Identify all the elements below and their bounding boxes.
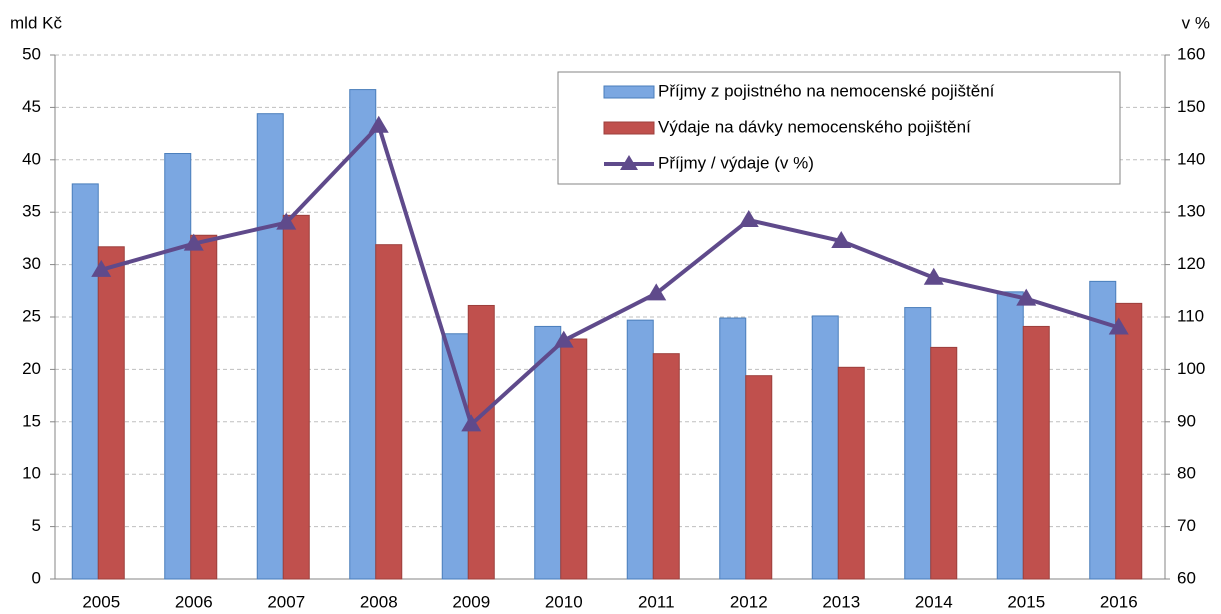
y2-tick-label: 60 <box>1177 568 1196 587</box>
marker <box>738 210 759 228</box>
legend-swatch <box>603 85 655 99</box>
bar <box>282 214 310 580</box>
marker <box>461 414 482 432</box>
bar <box>164 153 192 580</box>
y-tick-label: 35 <box>22 202 41 221</box>
y2-axis-label: v % <box>1182 13 1210 32</box>
marker <box>1108 317 1129 335</box>
bar <box>256 113 284 580</box>
y-tick-label: 25 <box>22 306 41 325</box>
legend-marker <box>620 155 638 170</box>
marker <box>368 115 389 133</box>
x-tick-label: 2015 <box>1007 592 1045 611</box>
marker <box>276 212 297 230</box>
y-tick-label: 10 <box>22 464 41 483</box>
bar <box>930 346 958 580</box>
y-tick-label: 5 <box>32 516 41 535</box>
y2-tick-label: 80 <box>1177 464 1196 483</box>
bar <box>71 183 99 580</box>
bar <box>375 244 403 580</box>
bar <box>811 315 839 580</box>
marker <box>553 330 574 348</box>
bar <box>719 317 747 580</box>
x-tick-label: 2013 <box>822 592 860 611</box>
y-tick-label: 30 <box>22 254 41 273</box>
y2-tick-label: 120 <box>1177 254 1205 273</box>
y2-tick-label: 70 <box>1177 516 1196 535</box>
legend-swatch <box>603 121 655 135</box>
bar <box>97 246 125 580</box>
bar <box>1022 325 1050 580</box>
x-tick-label: 2012 <box>730 592 768 611</box>
y2-tick-label: 140 <box>1177 149 1205 168</box>
bar <box>837 366 865 580</box>
y-tick-label: 15 <box>22 411 41 430</box>
x-tick-label: 2014 <box>915 592 953 611</box>
y-axis-label: mld Kč <box>10 13 62 32</box>
y2-tick-label: 160 <box>1177 44 1205 63</box>
bar <box>190 234 218 580</box>
x-tick-label: 2016 <box>1100 592 1138 611</box>
marker <box>91 259 112 277</box>
y-tick-label: 50 <box>22 44 41 63</box>
marker <box>183 233 204 251</box>
x-tick-label: 2005 <box>82 592 120 611</box>
legend-label: Příjmy / výdaje (v %) <box>658 153 814 172</box>
x-tick-label: 2011 <box>638 592 675 611</box>
bar <box>904 307 932 580</box>
y2-tick-label: 110 <box>1177 306 1204 325</box>
y-tick-label: 0 <box>32 568 41 587</box>
x-tick-label: 2010 <box>545 592 583 611</box>
bar <box>534 325 562 580</box>
bar <box>652 353 680 580</box>
x-tick-label: 2006 <box>175 592 213 611</box>
bar <box>626 319 654 580</box>
bar <box>745 375 773 580</box>
x-tick-label: 2009 <box>452 592 490 611</box>
bar <box>349 89 377 580</box>
bar <box>560 338 588 580</box>
y-tick-label: 45 <box>22 97 41 116</box>
legend-label: Výdaje na dávky nemocenského pojištění <box>658 117 971 136</box>
y2-tick-label: 100 <box>1177 359 1205 378</box>
x-tick-label: 2007 <box>267 592 305 611</box>
y-tick-label: 20 <box>22 359 41 378</box>
y2-tick-label: 150 <box>1177 97 1205 116</box>
marker <box>831 231 852 249</box>
marker <box>1016 288 1037 306</box>
bar <box>996 291 1024 580</box>
line <box>100 121 1120 429</box>
bar <box>467 304 495 580</box>
bar <box>1115 302 1143 580</box>
y2-tick-label: 90 <box>1177 411 1196 430</box>
x-tick-label: 2008 <box>360 592 398 611</box>
marker <box>923 267 944 285</box>
y2-tick-label: 130 <box>1177 202 1205 221</box>
legend-label: Příjmy z pojistného na nemocenské pojišt… <box>658 81 995 100</box>
marker <box>646 283 667 301</box>
y-tick-label: 40 <box>22 149 41 168</box>
